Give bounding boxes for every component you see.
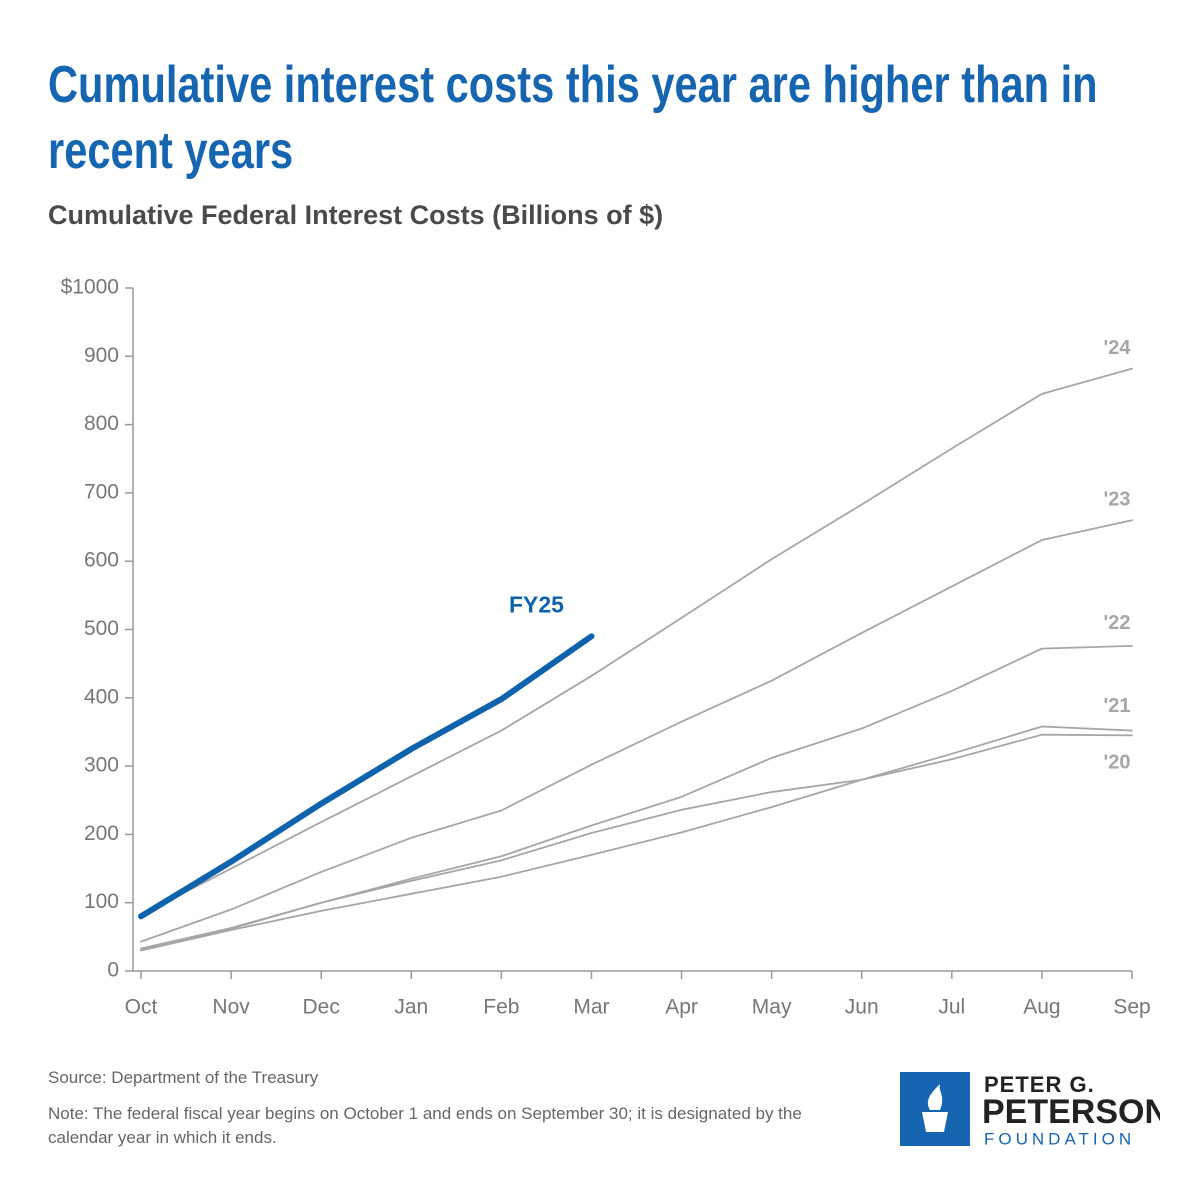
x-tick-label: Nov [212, 996, 250, 1019]
y-tick-label: 800 [84, 412, 119, 435]
logo-text: PETERSON [982, 1093, 1160, 1131]
x-tick-label: Feb [483, 996, 519, 1019]
x-tick-label: Jun [845, 996, 879, 1019]
series-label: '23 [1103, 489, 1130, 511]
series-line [138, 633, 595, 920]
series-label: FY25 [509, 591, 564, 617]
series-label: '20 [1103, 752, 1130, 774]
y-tick-label: 400 [84, 685, 119, 708]
x-tick-label: Jul [938, 996, 965, 1019]
series-line [140, 725, 1133, 951]
series-label: '24 [1103, 337, 1131, 359]
series-line [140, 519, 1133, 943]
y-tick-label: $1000 [61, 276, 119, 299]
logo-torch [922, 1084, 948, 1132]
y-tick-label: 700 [84, 480, 119, 503]
chart-title: Cumulative interest costs this year are … [48, 56, 1098, 180]
note: Note: The federal fiscal year begins on … [48, 1104, 802, 1147]
logo-text: PETER G. [984, 1072, 1095, 1097]
series-line [140, 644, 1133, 950]
y-tick-label: 500 [84, 617, 119, 640]
x-tick-label: Mar [573, 996, 609, 1019]
series-line [140, 733, 1133, 952]
y-tick-label: 200 [84, 822, 119, 845]
chart-subtitle: Cumulative Federal Interest Costs (Billi… [48, 200, 664, 230]
chart: 0 100 200 300 400 500 600 700 800 900 $1000 Oct Nov D… [61, 276, 1151, 1019]
logo-text: FOUNDATION [984, 1129, 1135, 1148]
x-tick-label: Apr [665, 996, 698, 1019]
series-label: '21 [1103, 695, 1130, 717]
series-line [140, 367, 1133, 916]
x-tick-label: Dec [303, 996, 340, 1019]
series-label: '22 [1103, 612, 1130, 634]
y-tick-label: 900 [84, 344, 119, 367]
y-tick-label: 600 [84, 549, 119, 572]
y-tick-label: 300 [84, 754, 119, 777]
source: Source: Department of the Treasury [48, 1068, 319, 1087]
logo: PETER G. PETERSON FOUNDATION [900, 1072, 1160, 1148]
y-tick-label: 0 [107, 959, 119, 982]
x-tick-label: May [752, 996, 792, 1019]
y-tick-label: 100 [84, 890, 119, 913]
x-tick-label: Sep [1113, 996, 1150, 1019]
x-tick-label: Oct [125, 996, 158, 1019]
x-tick-label: Jan [394, 996, 428, 1019]
x-tick-label: Aug [1023, 996, 1060, 1019]
